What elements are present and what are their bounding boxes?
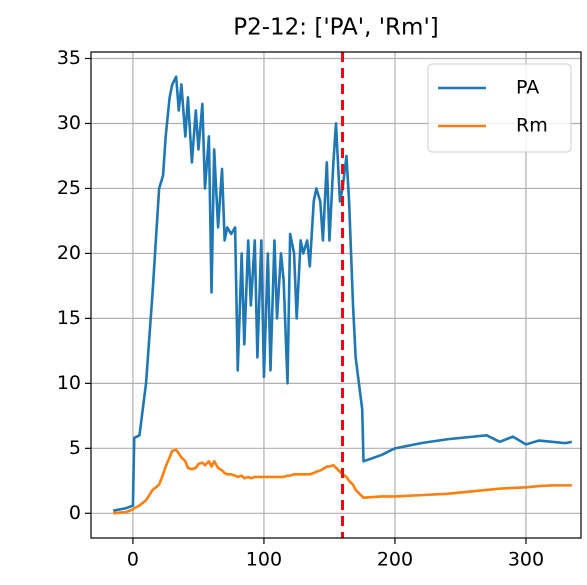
y-tick-label: 30 [57,112,81,134]
y-tick-label: 0 [69,502,81,524]
x-tick-label: 100 [246,549,282,571]
x-tick-label: 0 [127,549,139,571]
line-series [113,75,573,512]
y-tick-label: 20 [57,242,81,264]
legend-label: Rm [516,115,548,137]
legend-label: PA [516,77,539,99]
y-tick-label: 25 [57,177,81,199]
chart-title: P2-12: ['PA', 'Rm'] [233,15,439,41]
legend-box [427,63,572,153]
plot-frame [90,51,582,539]
line-series [113,448,572,515]
x-tick-label: 300 [508,549,544,571]
y-tick-label: 35 [57,47,81,69]
x-tick-label: 200 [377,549,413,571]
y-tick-label: 15 [57,307,81,329]
y-tick-label: 5 [69,437,81,459]
y-tick-label: 10 [57,372,81,394]
